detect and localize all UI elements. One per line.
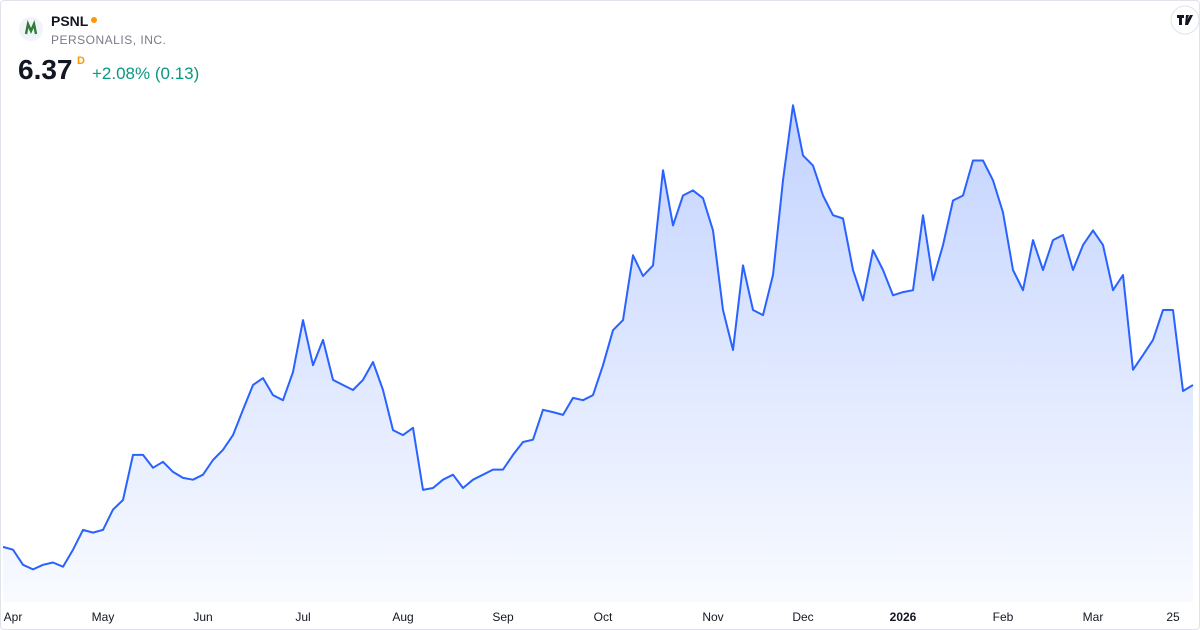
- x-tick-label: Apr: [4, 610, 23, 624]
- logo: [19, 17, 43, 41]
- x-tick-label: Sep: [492, 610, 514, 624]
- x-tick-label: Nov: [702, 610, 723, 624]
- company-name: PERSONALIS, INC.: [51, 33, 167, 47]
- area-fill: [3, 105, 1193, 603]
- x-tick-label: Aug: [392, 610, 413, 624]
- status-dot: [91, 17, 97, 23]
- x-tick-label: Dec: [792, 610, 813, 624]
- x-tick-label: Mar: [1083, 610, 1104, 624]
- x-tick-label: Feb: [993, 610, 1014, 624]
- ticker: PSNL: [51, 13, 89, 29]
- last-price: 6.37: [18, 54, 73, 85]
- x-tick-label: Jul: [295, 610, 310, 624]
- x-tick-label: May: [92, 610, 115, 624]
- x-tick-label: 25: [1166, 610, 1180, 624]
- x-tick-label: Jun: [193, 610, 212, 624]
- interval: D: [77, 55, 85, 67]
- x-tick-label: Oct: [594, 610, 613, 624]
- price-line: [2, 104, 1194, 571]
- tv-logo[interactable]: [1170, 5, 1200, 35]
- price-change: +2.08% (0.13): [92, 64, 200, 83]
- x-tick-label: 2026: [890, 610, 917, 624]
